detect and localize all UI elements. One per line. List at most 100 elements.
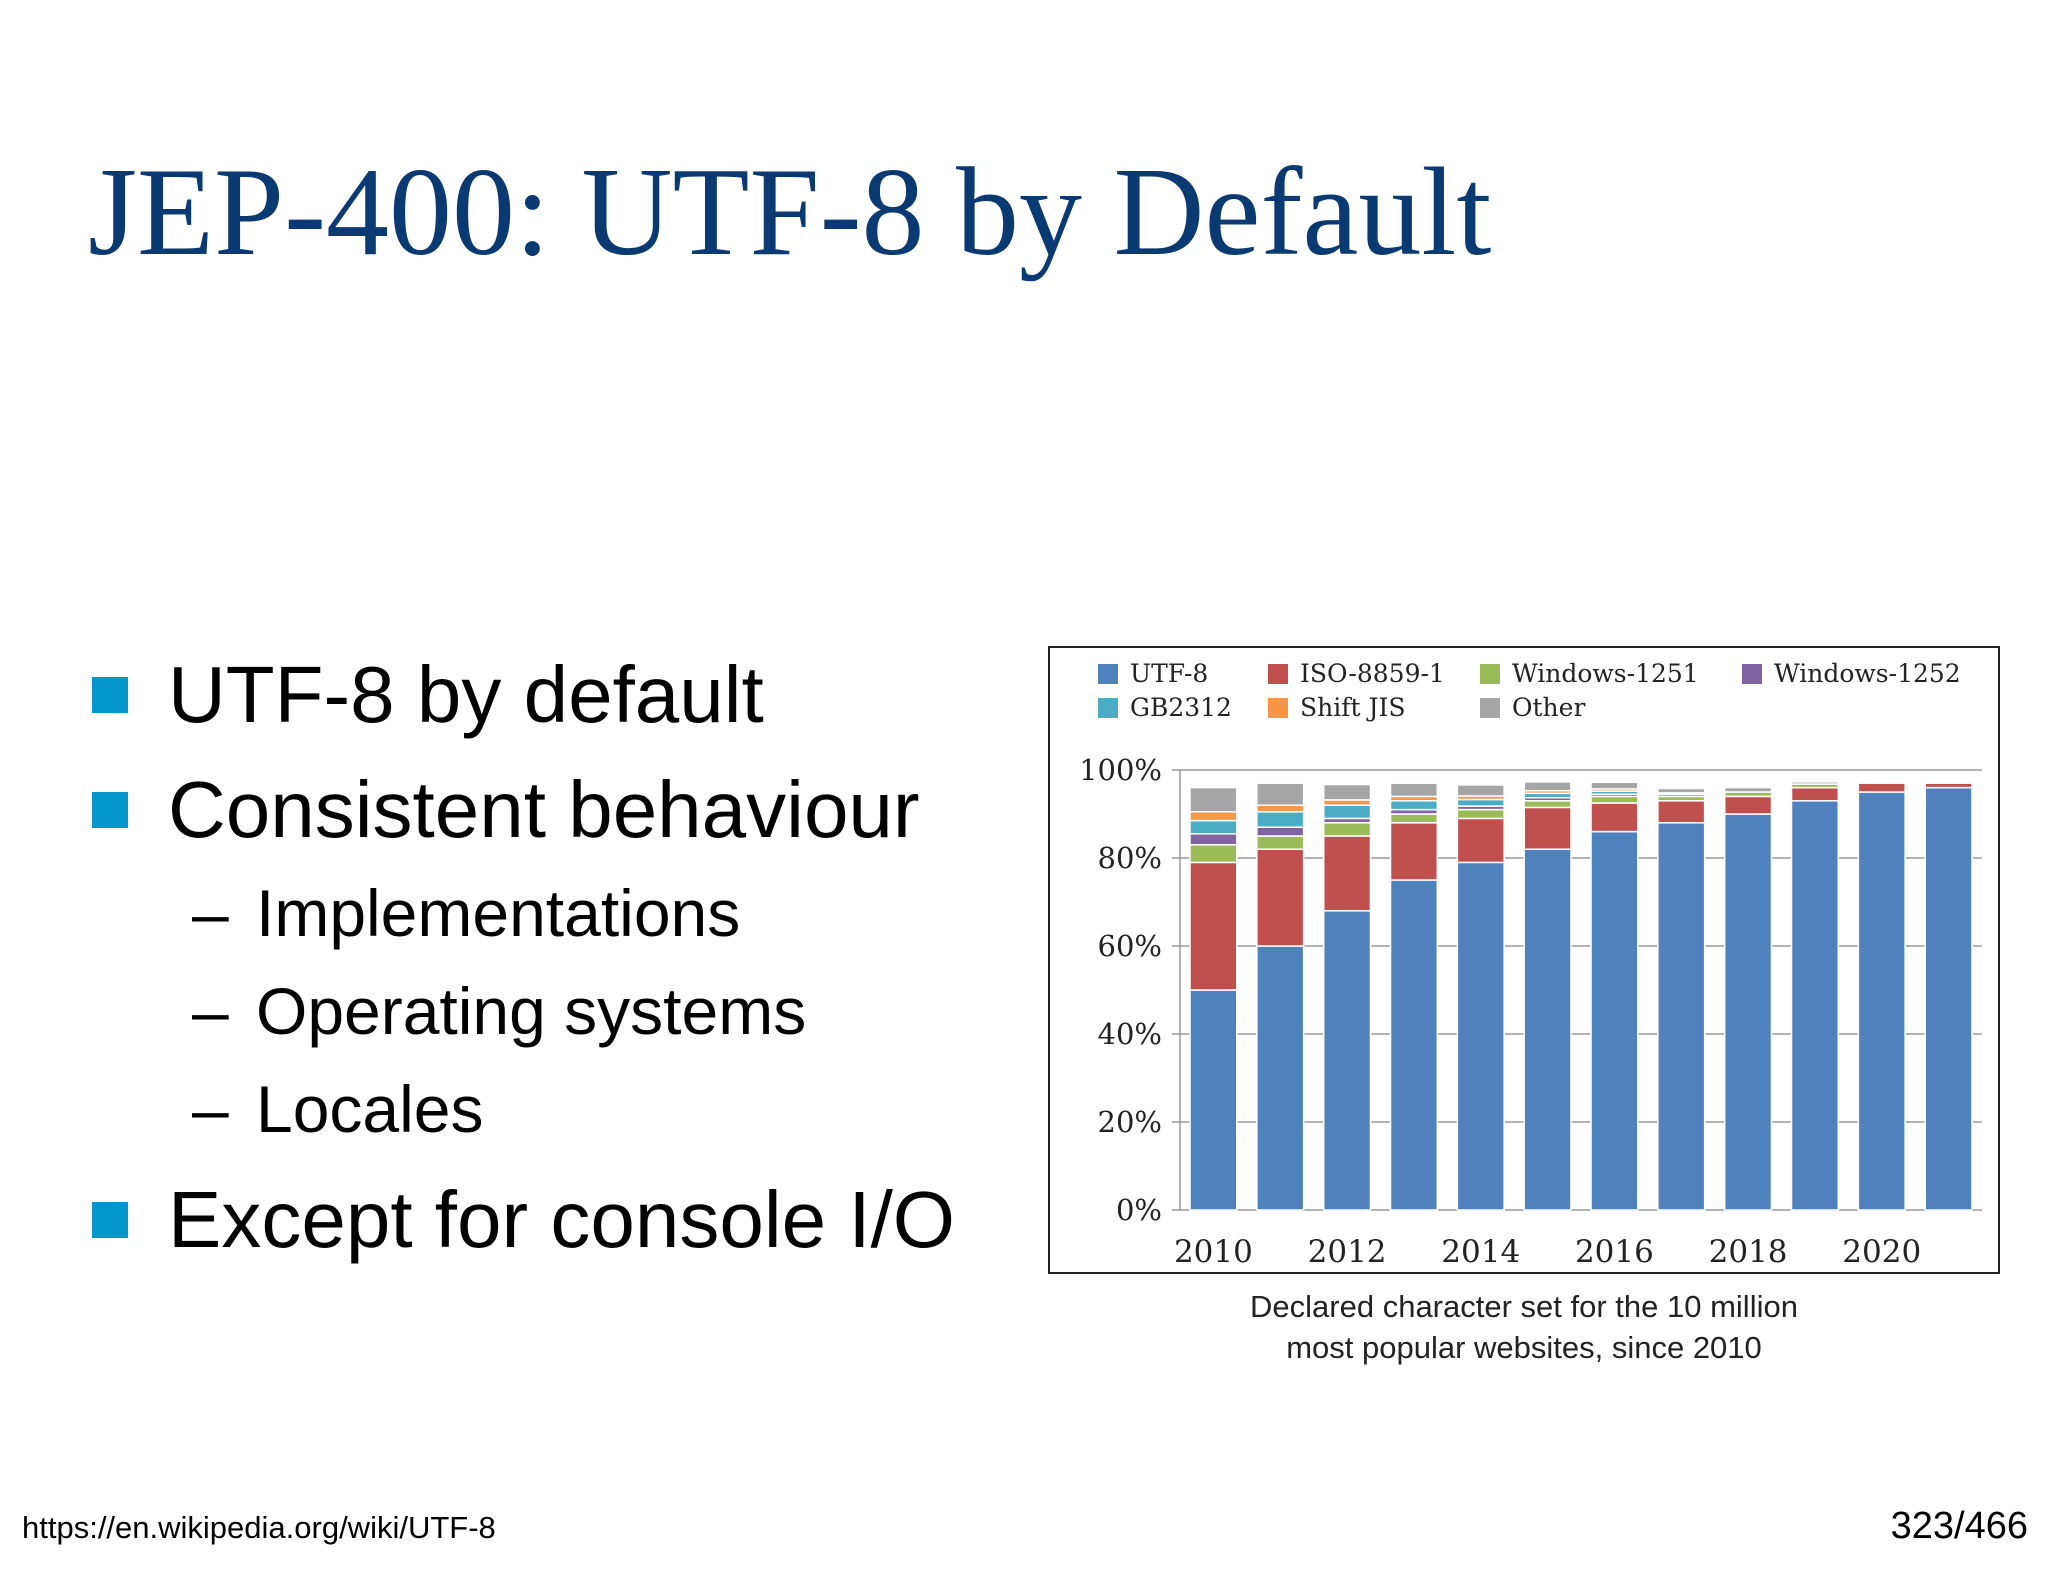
- bar-segment: [1189, 811, 1238, 822]
- bar-segment: [1189, 833, 1238, 846]
- bar-segment: [1389, 879, 1439, 1211]
- legend-label: GB2312: [1130, 693, 1232, 722]
- bar-segment: [1523, 781, 1572, 792]
- sub-bullet-item: – Operating systems: [192, 978, 806, 1044]
- bullet-text: UTF-8 by default: [168, 650, 764, 739]
- slide-title: JEP-400: UTF-8 by Default: [88, 143, 1492, 282]
- bullet-text: Except for console I/O: [168, 1175, 956, 1264]
- bar-segment: [1389, 822, 1439, 881]
- legend-swatch: [1098, 698, 1118, 718]
- bar-segment: [1322, 910, 1372, 1211]
- bar-segment: [1256, 782, 1305, 806]
- bar-segment: [1189, 786, 1238, 813]
- chart-caption: Declared character set for the 10 millio…: [1048, 1286, 2000, 1368]
- bar-segment: [1523, 806, 1572, 850]
- bar-segment: [1657, 800, 1706, 824]
- bar-segment: [1924, 782, 1973, 789]
- bullet-item: Except for console I/O: [92, 1180, 955, 1260]
- bar-segment: [1189, 819, 1238, 835]
- bar-segment: [1790, 781, 1840, 785]
- legend-swatch: [1480, 664, 1500, 684]
- stacked-bar-chart: UTF-8 ISO-8859-1 Windows-1251 Windows-1252 G…: [1079, 659, 1982, 1270]
- bar-segment: [1790, 800, 1840, 1211]
- y-tick-label: 60%: [1098, 929, 1162, 963]
- sub-bullet-dash: –: [192, 876, 229, 950]
- y-tick-label: 80%: [1098, 841, 1162, 875]
- bar-segment: [1657, 822, 1706, 1211]
- bar-segment: [1723, 795, 1773, 815]
- legend-label: Other: [1512, 693, 1585, 722]
- bullet-square-icon: [92, 1202, 128, 1238]
- bar-segment: [1857, 791, 1906, 1211]
- sub-bullet-item: – Implementations: [192, 880, 740, 946]
- x-tick-label: 2016: [1575, 1234, 1654, 1270]
- bar-segment: [1723, 813, 1773, 1211]
- legend-swatch: [1480, 698, 1500, 718]
- bullet-square-icon: [92, 677, 128, 713]
- caption-line: most popular websites, since 2010: [1286, 1330, 1762, 1366]
- x-tick-label: 2010: [1174, 1234, 1253, 1270]
- caption-line: Declared character set for the 10 millio…: [1250, 1289, 1798, 1324]
- bar-segment: [1456, 798, 1505, 807]
- x-tick-label: 2020: [1842, 1234, 1921, 1270]
- legend-label: Windows-1252: [1774, 659, 1961, 688]
- bullet-text: Consistent behaviour: [168, 765, 920, 854]
- bar-segment: [1790, 786, 1840, 802]
- bullet-list: UTF-8 by default Consistent behaviour – …: [92, 0, 992, 1300]
- bullet-square-icon: [92, 792, 128, 828]
- bar-segment: [1590, 830, 1639, 1211]
- y-tick-label: 0%: [1116, 1193, 1162, 1227]
- sub-bullet-text: Implementations: [256, 876, 741, 950]
- bar-segment: [1723, 786, 1773, 793]
- source-link[interactable]: https://en.wikipedia.org/wiki/UTF-8: [22, 1510, 496, 1545]
- bar-segment: [1657, 787, 1706, 794]
- bar-segment: [1924, 786, 1973, 1211]
- bar-segment: [1256, 804, 1305, 813]
- page-number: 323/466: [1890, 1505, 2028, 1547]
- sub-bullet-dash: –: [192, 974, 229, 1048]
- sub-bullet-dash: –: [192, 1072, 229, 1146]
- bullet-item: Consistent behaviour: [92, 770, 920, 850]
- bar-segment: [1389, 782, 1439, 798]
- bar-segment: [1322, 804, 1372, 820]
- y-tick-label: 40%: [1098, 1017, 1162, 1051]
- chart-frame: UTF-8 ISO-8859-1 Windows-1251 Windows-1252 G…: [1048, 646, 2000, 1274]
- bar-segment: [1322, 822, 1372, 837]
- bar-segment: [1256, 811, 1305, 828]
- legend-label: ISO-8859-1: [1300, 659, 1445, 688]
- bar-segment: [1256, 945, 1305, 1211]
- bar-segment: [1189, 989, 1238, 1211]
- bar-segment: [1523, 800, 1572, 809]
- legend-label: UTF-8: [1130, 659, 1208, 688]
- bar-segment: [1189, 844, 1238, 864]
- bar-segment: [1456, 808, 1505, 820]
- bar-segment: [1456, 817, 1505, 864]
- legend-swatch: [1268, 698, 1288, 718]
- x-tick-label: 2014: [1441, 1234, 1520, 1270]
- bar-segment: [1590, 781, 1639, 790]
- bar-segment: [1456, 861, 1505, 1211]
- sub-bullet-item: – Locales: [192, 1076, 484, 1142]
- legend-swatch: [1742, 664, 1762, 684]
- bar-segment: [1256, 835, 1305, 850]
- legend-swatch: [1098, 664, 1118, 684]
- bar-segment: [1189, 861, 1238, 991]
- y-tick-label: 20%: [1098, 1105, 1162, 1139]
- bar-segment: [1590, 795, 1639, 804]
- bar-segment: [1322, 835, 1372, 912]
- sub-bullet-text: Locales: [256, 1072, 484, 1146]
- x-tick-label: 2012: [1308, 1234, 1387, 1270]
- bar-segment: [1389, 813, 1439, 824]
- legend-swatch: [1268, 664, 1288, 684]
- bar-segment: [1389, 800, 1439, 811]
- bar-segment: [1857, 782, 1906, 793]
- bar-segment: [1523, 848, 1572, 1211]
- bullet-item: UTF-8 by default: [92, 655, 764, 735]
- y-tick-label: 100%: [1079, 753, 1162, 787]
- legend-label: Shift JIS: [1300, 693, 1406, 722]
- bar-segment: [1590, 802, 1639, 833]
- bar-segment: [1456, 784, 1505, 797]
- x-tick-label: 2018: [1709, 1234, 1788, 1270]
- bar-segment: [1256, 848, 1305, 947]
- bar-segment: [1322, 799, 1372, 806]
